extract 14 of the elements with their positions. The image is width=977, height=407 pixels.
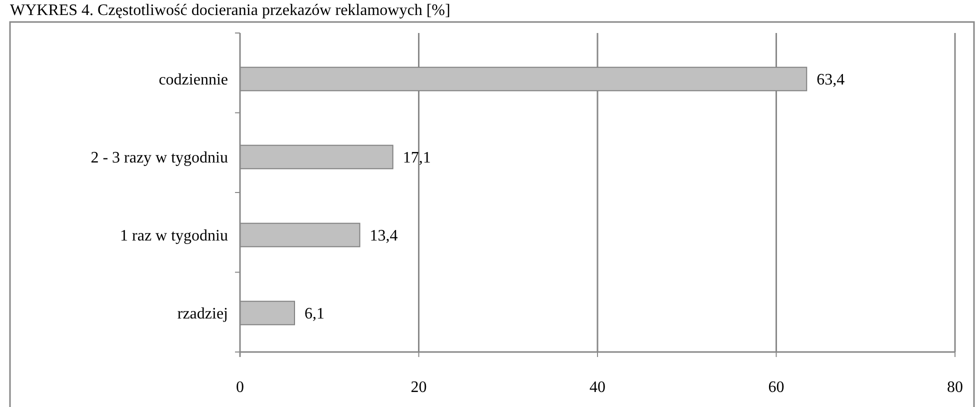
- x-tick-label: 20: [410, 379, 427, 396]
- x-tick-label: 60: [768, 379, 784, 396]
- data-label: 63,4: [816, 72, 845, 89]
- x-tick-label: 40: [590, 379, 606, 396]
- y-tick-label: 1 raz w tygodniu: [120, 228, 228, 245]
- y-tick-label: rzadziej: [177, 306, 228, 323]
- data-label: 17,1: [402, 150, 431, 167]
- y-tick-label: 2 - 3 razy w tygodniu: [90, 150, 228, 167]
- data-label: 6,1: [304, 306, 325, 323]
- data-label: 13,4: [370, 228, 398, 245]
- x-tick-label: 80: [947, 379, 963, 396]
- chart-title: WYKRES 4. Częstotliwość docierania przekazów reklamowych [%]: [10, 2, 450, 19]
- y-tick-label: codziennie: [158, 72, 228, 89]
- x-tick-label: 0: [236, 379, 244, 396]
